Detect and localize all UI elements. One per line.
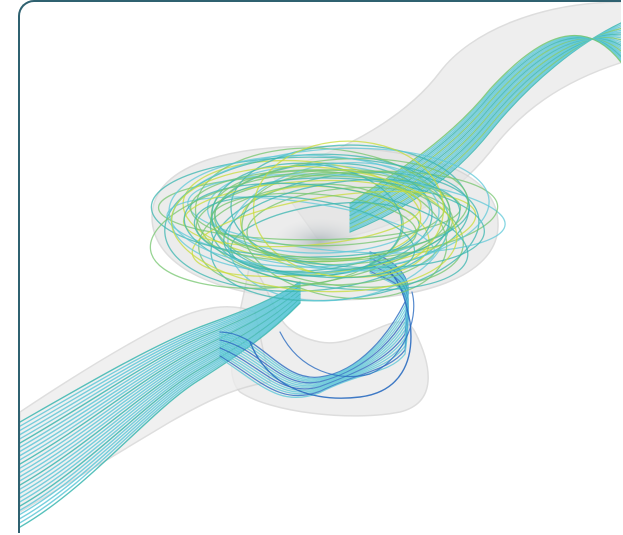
streamline: [20, 295, 301, 495]
streamline: [20, 299, 301, 516]
streamline: [249, 271, 412, 399]
streamline: [20, 288, 301, 461]
streamline: [189, 169, 446, 247]
streamline: [20, 285, 301, 444]
streamline: [150, 156, 471, 258]
streamline: [170, 165, 458, 293]
streamline: [241, 171, 448, 300]
streamline: [20, 286, 301, 448]
streamline: [210, 192, 417, 260]
streamline: [279, 291, 415, 378]
streamline: [20, 283, 301, 436]
streamline: [20, 292, 301, 478]
streamline: [187, 173, 506, 254]
image-frame: [18, 0, 621, 533]
streamline: [219, 264, 409, 390]
streamline: [20, 293, 301, 486]
streamline: [349, 37, 621, 220]
streamline: [20, 288, 301, 457]
streamline: [20, 289, 301, 465]
streamline: [20, 293, 301, 482]
streamline: [20, 281, 301, 423]
streamline: [20, 301, 301, 524]
inlet-streamlines: [20, 281, 301, 528]
vortex-core: [272, 218, 368, 266]
swirl-streamlines: [149, 140, 506, 302]
streamline: [20, 290, 301, 469]
streamline: [20, 294, 301, 490]
streamline: [20, 282, 301, 427]
flow-visualization: [20, 2, 621, 528]
streamline: [349, 38, 621, 218]
streamline: [20, 284, 301, 440]
streamline: [168, 154, 440, 268]
streamline: [20, 282, 301, 432]
streamline: [20, 296, 301, 499]
streamline: [213, 157, 469, 261]
streamline: [183, 182, 469, 291]
streamline: [20, 298, 301, 511]
streamline: [20, 287, 301, 453]
streamline: [20, 300, 301, 520]
streamline: [20, 302, 301, 528]
streamline: [20, 298, 301, 507]
streamline: [223, 178, 461, 274]
streamline: [198, 183, 404, 288]
streamline: [20, 297, 301, 503]
streamline: [149, 169, 451, 289]
streamline: [20, 291, 301, 474]
lower-streamlines: [219, 251, 415, 399]
